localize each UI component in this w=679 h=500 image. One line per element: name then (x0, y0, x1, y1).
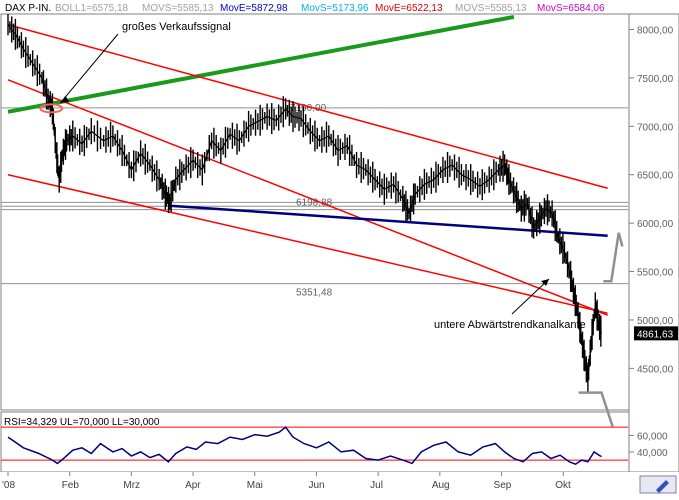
draw-tool-button[interactable] (639, 475, 677, 494)
forecast-arrow (603, 232, 624, 283)
legend-item-boll1: BOLL1=6575,18 (55, 3, 129, 14)
price-tick-label: 6000,00 (637, 219, 674, 230)
x-tick-label: Okt (555, 480, 571, 491)
price-tick-label: 5000,00 (637, 316, 674, 327)
price-chart: 7190,00 6198,88 5351,48 großes Verkaufssign… (1, 14, 678, 427)
price-panel-frame (0, 13, 630, 411)
x-tick-label: Apr (185, 480, 201, 491)
annotation-sell-signal: großes Verkaufssignal (122, 21, 231, 33)
price-tick-label: 7500,00 (637, 74, 674, 85)
annotation-arrowhead (541, 279, 549, 286)
legend-item-movs-grey-2: MOVS=5585,13 (455, 3, 527, 14)
x-tick-label: Sep (494, 480, 512, 491)
rsi-chart: RSI=34,329 UL=70,000 LL=30,000 (1, 417, 628, 466)
x-tick-label: Jul (370, 480, 383, 491)
header-legend: DAX P-IN. BOLL1=6575,18 MOVS=5585,13 Mov… (5, 3, 605, 14)
price-tick-label: 5500,00 (637, 268, 674, 279)
forecast-arrow (578, 391, 614, 427)
annotation-lower-channel: untere Abwärtstrendkanalkante (434, 319, 586, 331)
legend-item-movs-cyan: MovS=5173,96 (301, 3, 369, 14)
trend-line-red-middle (7, 79, 608, 316)
signal-marker (39, 103, 64, 114)
price-tick-label: 6500,00 (637, 171, 674, 182)
price-tick-label: 4500,00 (637, 364, 674, 375)
rsi-title: RSI=34,329 UL=70,000 LL=30,000 (4, 417, 160, 428)
axes: 4500,00 5000,00 5500,00 6000,00 6500,00 7000,… (2, 25, 674, 491)
legend-item-move-red: MovE=6522,13 (375, 3, 443, 14)
price-tick-label: 7000,00 (637, 122, 674, 133)
y-axis-area (628, 13, 679, 473)
legend-item-instrument: DAX P-IN. (5, 3, 51, 14)
rsi-tick-label: 40,000 (637, 448, 668, 459)
last-price-label: 4861,63 (637, 329, 674, 340)
legend-item-movs-magenta: MovS=6584,06 (537, 3, 605, 14)
horizontal-level-label: 6198,88 (296, 197, 333, 208)
horizontal-level-label: 5351,48 (296, 288, 333, 299)
trend-line-red-upper (7, 23, 608, 190)
x-tick-label: '08 (2, 480, 15, 491)
x-tick-label: Mai (247, 480, 263, 491)
x-axis-area (0, 472, 679, 495)
rsi-tick-label: 60,000 (637, 431, 668, 442)
horizontal-level-label: 7190,00 (290, 103, 327, 114)
annotation-arrow-line (60, 33, 119, 104)
annotation-arrowhead (60, 95, 70, 103)
rsi-series-line (7, 426, 602, 466)
trend-line-red-lower (7, 173, 608, 314)
rsi-panel-frame (0, 411, 630, 473)
x-tick-label: Mrz (123, 480, 140, 491)
price-tick-label: 8000,00 (637, 25, 674, 36)
trend-line-green (7, 14, 515, 114)
annotation-arrow-line (511, 278, 550, 315)
legend-item-move-blue: MovE=5872,98 (220, 3, 288, 14)
pencil-icon (656, 480, 669, 493)
x-tick-label: Jun (308, 480, 324, 491)
last-price-box (634, 326, 678, 341)
x-tick-label: Feb (62, 480, 80, 491)
x-tick-label: Aug (432, 480, 450, 491)
legend-item-movs-grey: MOVS=5585,13 (142, 3, 214, 14)
